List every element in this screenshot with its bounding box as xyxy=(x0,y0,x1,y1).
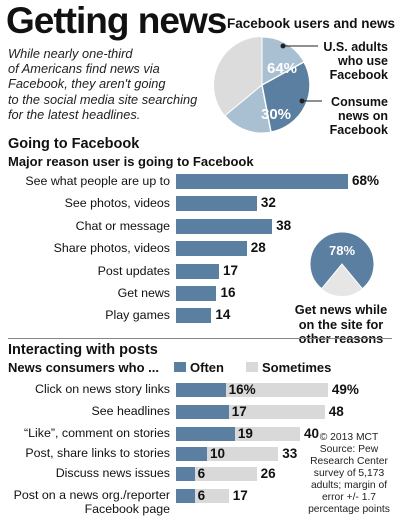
pie-note: Get news while on the site for other rea… xyxy=(285,302,397,347)
bar xyxy=(176,174,348,189)
bar-often-value: 19 xyxy=(237,426,253,441)
intro-line: of Americans find news via xyxy=(8,61,160,77)
bar xyxy=(176,241,247,257)
bar-category-label: “Like”, comment on stories xyxy=(24,426,170,440)
bar-value-label: 38 xyxy=(276,217,292,233)
bar xyxy=(176,308,212,324)
source-line: © 2013 MCT xyxy=(319,432,379,443)
bar xyxy=(176,263,219,279)
page-title: Getting news xyxy=(6,0,227,41)
callout-facebook-users: U.S. adults who use Facebook xyxy=(323,40,388,82)
bar-sometimes-value: 49% xyxy=(331,382,359,397)
section-title-interacting: Interacting with posts xyxy=(8,342,158,358)
source-note: © 2013 MCT Source: Pew Research Center s… xyxy=(300,432,398,516)
legend-sometimes-label: Sometimes xyxy=(262,360,332,375)
bar-value-label: 16 xyxy=(220,285,236,300)
intro-line: for the latest headlines. xyxy=(8,106,141,122)
bar-category-label: Discuss news issues xyxy=(55,466,170,480)
bar-category-label: Chat or message xyxy=(75,218,170,233)
bar-sometimes-value: 40 xyxy=(304,426,320,441)
bar-category-label: See what people are up to xyxy=(25,174,170,188)
chart-title-reasons: Major reason user is going to Facebook xyxy=(8,154,254,169)
bar-sometimes xyxy=(176,467,257,481)
pie-slice-consume-news xyxy=(261,60,311,134)
legend-often-swatch xyxy=(174,362,186,372)
callout-consume-news: Consume news on Facebook xyxy=(330,95,388,137)
callout-dot xyxy=(299,98,305,104)
bar-often xyxy=(176,405,229,419)
section-divider xyxy=(8,338,392,339)
callout-line: Facebook xyxy=(329,123,388,137)
bar-category-label: Post on a news org./reporter Facebook pa… xyxy=(13,488,170,516)
source-line: Source: Pew xyxy=(319,444,379,455)
legend-often-label: Often xyxy=(190,360,224,375)
source-line: error +/- 1.7 xyxy=(321,492,377,503)
bar-often xyxy=(176,383,226,397)
bar-often-value: 16% xyxy=(228,382,256,397)
intro-line: Facebook, they aren't going xyxy=(8,76,166,92)
callout-line: Consume xyxy=(331,95,388,109)
bar xyxy=(176,218,273,234)
pie-note-line: on the site for xyxy=(298,316,384,332)
bar-category-label: Share photos, videos xyxy=(53,241,170,256)
bar-category-label: Click on news story links xyxy=(35,382,170,396)
bar-often-value: 10 xyxy=(210,446,226,461)
callout-line: Facebook xyxy=(329,68,388,82)
bar-category-label: Get news xyxy=(117,286,170,300)
bar-category-label: Post updates xyxy=(97,263,170,278)
bar-often xyxy=(176,447,207,461)
pie-label-consume-news: 30% xyxy=(261,106,291,123)
bar-often xyxy=(176,427,235,441)
bar-sometimes-value: 48 xyxy=(328,404,344,419)
bar-category-label: Post, share links to stories xyxy=(25,446,170,460)
bar-often xyxy=(176,489,195,503)
bar xyxy=(176,286,217,301)
pie-note-line: Get news while xyxy=(294,302,388,317)
source-line: survey of 5,173 xyxy=(313,468,385,479)
source-line: percentage points xyxy=(308,504,390,515)
bar-value-label: 68% xyxy=(351,173,379,188)
bar-often-value: 6 xyxy=(197,466,206,481)
source-line: adults; margin of xyxy=(310,480,388,491)
bar-often xyxy=(176,467,195,481)
intro-line: While nearly one-third xyxy=(8,46,133,61)
pie-label-facebook-users: 64% xyxy=(267,60,297,77)
callout-dot xyxy=(280,43,286,49)
chart-title-news-consumers: News consumers who ... xyxy=(8,360,159,375)
bar-sometimes-value: 33 xyxy=(282,446,298,461)
pie2-slice xyxy=(309,231,375,290)
legend-sometimes-swatch xyxy=(246,362,258,372)
bar-sometimes-value: 17 xyxy=(232,488,248,503)
pie-note-line: other reasons xyxy=(298,331,384,346)
bar-value-label: 28 xyxy=(250,240,266,256)
section-title-going: Going to Facebook xyxy=(8,136,140,152)
callout-line: U.S. adults xyxy=(323,40,388,54)
pie2-label: 78% xyxy=(329,243,355,258)
pie-title: Facebook users and news xyxy=(227,16,396,31)
bar-value-label: 14 xyxy=(215,307,231,323)
bar-category-label: See photos, videos xyxy=(64,196,170,211)
bar-value-label: 32 xyxy=(260,195,276,211)
source-line: Research Center xyxy=(310,456,388,467)
intro-text: While nearly one-third of Americans find… xyxy=(8,46,213,122)
bar xyxy=(176,196,257,212)
bar-sometimes-value: 26 xyxy=(260,466,276,481)
bar-category-label: Play games xyxy=(105,308,170,323)
bar-often-value: 17 xyxy=(231,404,247,419)
bar-category-label: See headlines xyxy=(91,404,170,418)
intro-line: to the social media site searching xyxy=(8,91,198,107)
bar-value-label: 17 xyxy=(222,262,239,278)
bar-often-value: 6 xyxy=(197,488,206,503)
callout-line: who use xyxy=(337,54,388,68)
callout-line: news on xyxy=(337,109,388,123)
